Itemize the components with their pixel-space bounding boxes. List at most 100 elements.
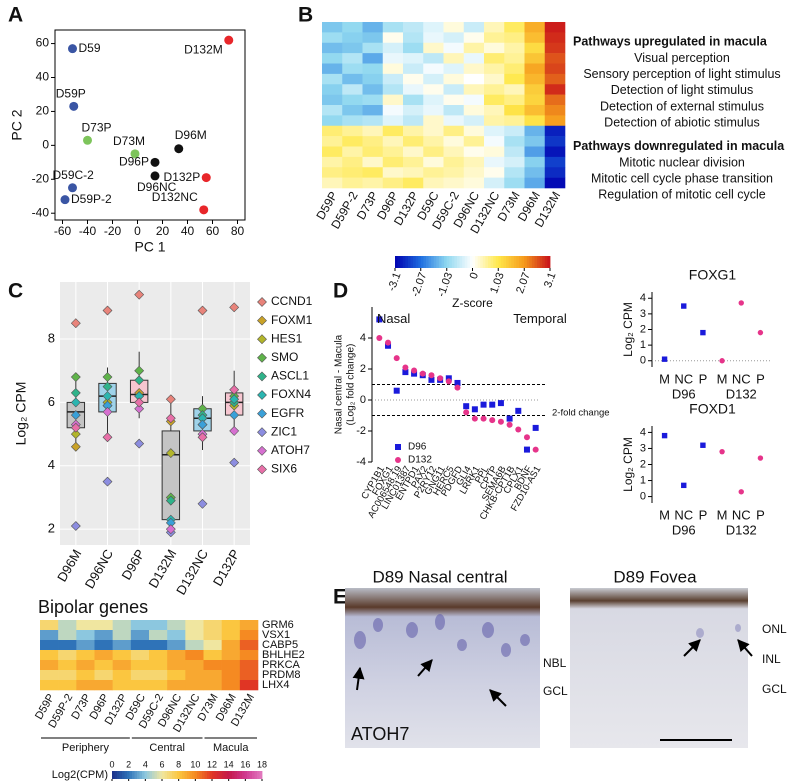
point (489, 417, 496, 424)
heat-cell (322, 42, 343, 54)
heat-cell (322, 146, 343, 158)
heat-cell (423, 53, 444, 64)
heat-cell (484, 32, 505, 44)
point (463, 403, 470, 410)
colorbar-slice (534, 256, 538, 268)
heat-cell (382, 125, 404, 137)
heat-cell (443, 156, 465, 168)
x-tick-label: NC (674, 371, 693, 386)
heat-cell (130, 670, 150, 681)
heat-cell (239, 640, 259, 651)
colorbar-slice (531, 256, 535, 268)
colorbar-slice (199, 771, 203, 779)
heat-cell (423, 105, 444, 116)
colorbar-slice (249, 771, 253, 779)
heat-cell (94, 670, 113, 681)
point (445, 375, 452, 382)
legend-label: SMO (271, 350, 298, 364)
heat-cell (58, 650, 77, 661)
panel-letter: D (333, 280, 348, 303)
heat-cell (423, 94, 444, 106)
colorbar-slice (234, 771, 238, 779)
point (395, 444, 401, 450)
heat-cell (524, 42, 546, 54)
gene-point (70, 372, 81, 382)
gene-point (70, 410, 81, 421)
heat-cell (382, 167, 404, 178)
heat-cell (544, 167, 566, 178)
heat-cell (362, 22, 384, 33)
heat-cell (167, 670, 186, 681)
heat-cell (382, 63, 404, 75)
heat-cell (362, 53, 384, 64)
y-tick-label: 1 (640, 339, 646, 351)
y-tick-label: -4 (356, 456, 366, 468)
heat-cell (443, 32, 465, 44)
colorbar-slice (547, 256, 551, 268)
gene-point (134, 365, 145, 376)
colorbar-slice (112, 771, 115, 779)
heat-cell (221, 650, 241, 661)
colorbar-slice (152, 771, 155, 779)
heat-cell (342, 105, 363, 116)
heat-cell (504, 146, 525, 158)
heat-cell (403, 32, 424, 44)
heat-cell (443, 73, 465, 85)
panel-letter: E (333, 586, 347, 609)
colorbar-slice (519, 256, 522, 268)
colorbar-slice (169, 771, 173, 779)
heat-cell (167, 650, 186, 661)
colorbar-tick-label: 14 (224, 759, 234, 769)
point (174, 144, 184, 154)
heat-cell (504, 105, 525, 116)
colorbar-slice (410, 256, 414, 268)
heat-cell (221, 630, 241, 641)
heat-cell (342, 146, 363, 158)
heat-cell (423, 22, 444, 33)
heat-cell (544, 63, 566, 75)
colorbar-slice (154, 771, 158, 779)
heat-cell (423, 146, 444, 158)
heat-cell (362, 177, 384, 189)
heat-cell (342, 125, 363, 137)
point (68, 183, 77, 193)
heat-cell (322, 136, 343, 147)
heat-cell (322, 105, 343, 116)
y-tick-label: -20 (32, 171, 50, 185)
point (402, 364, 409, 371)
heat-cell (167, 630, 186, 641)
colorbar-slice (257, 771, 260, 779)
heat-cell (484, 115, 505, 127)
point (681, 303, 687, 309)
gene-point (229, 457, 240, 468)
heatmap-title: Bipolar genes (38, 597, 148, 617)
heat-cell (76, 680, 95, 691)
heat-cell (484, 94, 505, 106)
heat-cell (504, 63, 525, 75)
x-tick-label: D132M (145, 547, 179, 591)
heat-cell (322, 53, 343, 64)
colorbar-slice (407, 256, 411, 268)
heat-cell (362, 146, 384, 158)
point (523, 434, 530, 441)
point (68, 44, 77, 54)
heat-cell (322, 32, 343, 44)
colorbar-tick-label: -2.07 (409, 271, 429, 299)
colorbar-slice (464, 256, 468, 268)
colorbar-slice (436, 256, 440, 268)
x-tick-label: -20 (104, 224, 122, 238)
colorbar-slice (521, 256, 525, 268)
point (700, 442, 706, 448)
heat-cell (484, 146, 505, 158)
gene-point (197, 432, 208, 443)
legend-label: SIX6 (271, 462, 297, 476)
pathway-item: Mitotic cell cycle phase transition (591, 171, 773, 185)
heat-cell (167, 680, 186, 691)
y-tick-label: 1 (640, 474, 646, 486)
colorbar-slice (214, 771, 218, 779)
x-tick-label: 0 (134, 224, 141, 238)
heat-cell (94, 630, 113, 641)
heat-cell (40, 670, 59, 681)
heat-cell (403, 53, 424, 64)
legend-marker (257, 352, 267, 363)
